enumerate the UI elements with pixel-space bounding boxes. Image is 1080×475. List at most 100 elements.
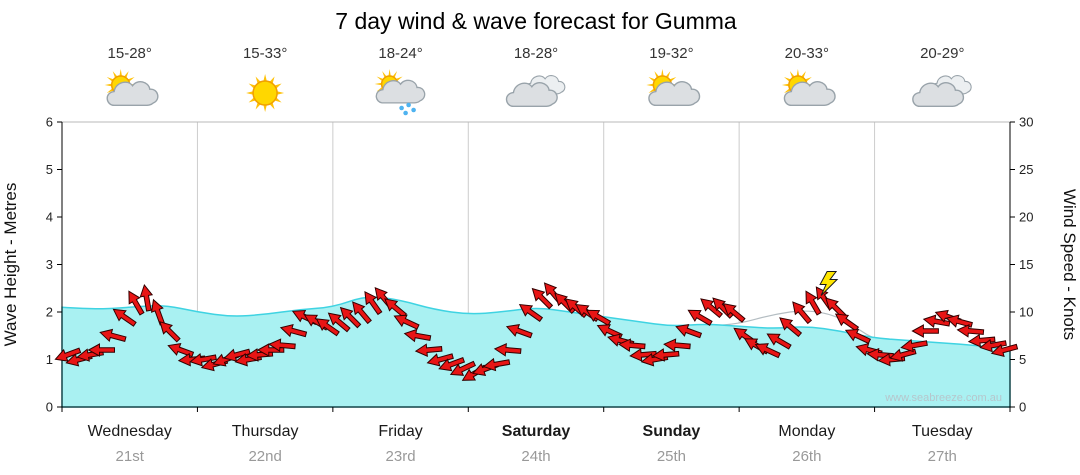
day-temp: 20-29° (920, 45, 964, 62)
sun-ray (396, 76, 403, 81)
sun-ray (269, 76, 275, 84)
sun-ray (388, 69, 391, 76)
wind-arrow (128, 290, 145, 316)
wind-arrow (805, 290, 822, 316)
wind-arrow (754, 343, 781, 359)
day-name: Wednesday (88, 423, 172, 440)
day-date: 23rd (386, 448, 416, 465)
left-axis-tick-label: 6 (46, 115, 53, 130)
right-axis-tick-label: 10 (1019, 305, 1033, 320)
wind-arrow (675, 324, 703, 339)
sun-ray (796, 69, 800, 76)
wind-arrow (779, 317, 803, 338)
wind-arrow (189, 353, 217, 367)
sun-icon (246, 74, 285, 112)
day-name: Saturday (502, 423, 571, 440)
wind-arrow (352, 301, 372, 325)
sun-ray (382, 71, 387, 78)
wind-arrow (585, 309, 612, 326)
sun-ray (104, 83, 112, 87)
sun-ray (666, 71, 671, 78)
wind-arrow (438, 357, 466, 372)
wind-arrow (967, 333, 996, 348)
wind-arrow (651, 348, 680, 362)
wind-arrow (700, 298, 724, 319)
sun-ray (374, 82, 382, 86)
cloudy-weather-icon (505, 75, 566, 108)
wind-arrow (825, 297, 847, 319)
sun-ray (805, 77, 812, 82)
wind-arrow (167, 343, 195, 358)
left-axis-tick-label: 4 (46, 210, 53, 225)
day-temp: 20-33° (785, 45, 829, 62)
day-name: Thursday (232, 423, 299, 440)
wind-arrow (99, 328, 127, 343)
sun-ray (106, 77, 114, 82)
wind-arrow (54, 347, 82, 362)
wind-arrow (531, 287, 554, 310)
cloud-icon (648, 81, 701, 107)
sun-ray (119, 69, 122, 76)
day-temp: 15-28° (108, 45, 152, 62)
wind-arrow (482, 357, 511, 372)
rain-weather-icon (374, 69, 426, 116)
left-axis-tick-label: 5 (46, 162, 53, 177)
sun-ray (275, 97, 282, 103)
wind-arrow (505, 324, 533, 339)
cloud-icon (912, 82, 965, 108)
day-date: 27th (928, 448, 957, 465)
rain-drop (399, 105, 404, 111)
wind-arrow (911, 324, 939, 338)
wind-arrow (834, 313, 860, 332)
partly-cloudy-weather-icon (646, 69, 701, 107)
wind-arrow (393, 314, 420, 330)
wind-arrow (159, 321, 181, 343)
cloud-icon (106, 81, 159, 107)
sun-ray (263, 105, 267, 112)
cloud-icon (783, 81, 836, 107)
day-date: 24th (521, 448, 550, 465)
wind-arrow (315, 318, 340, 337)
sun-ray (789, 71, 795, 78)
wind-arrow (449, 360, 477, 376)
sun-ray (269, 102, 275, 110)
watermark: www.seabreeze.com.au (884, 392, 1002, 404)
left-axis-tick-label: 0 (46, 400, 53, 415)
wind-arrow (339, 306, 362, 329)
sun-ray (661, 69, 664, 76)
wind-arrow (979, 338, 1007, 353)
day-date: 26th (792, 448, 821, 465)
wind-arrow (87, 343, 115, 357)
right-axis-tick-label: 20 (1019, 210, 1033, 225)
day-temp: 18-24° (378, 45, 422, 62)
day-name: Sunday (643, 423, 701, 440)
left-axis-tick-label: 1 (46, 352, 53, 367)
day-temp: 19-32° (649, 45, 693, 62)
sun-ray (277, 91, 285, 95)
wind-arrow (426, 353, 454, 367)
wind-arrows-layer (54, 271, 1019, 381)
wind-arrow (518, 303, 544, 323)
partly-cloudy-weather-icon (104, 69, 159, 107)
axes-layer: 0 1 2 3 4 5 6 0 5 10 15 20 25 30 (46, 115, 1034, 415)
storm-icon (819, 271, 839, 296)
wind-arrow (403, 328, 432, 343)
sun-ray (801, 71, 806, 78)
wind-arrow (268, 338, 296, 352)
left-axis-tick-label: 2 (46, 305, 53, 320)
sun-ray (248, 83, 256, 89)
day-temp: 18-28° (514, 45, 558, 62)
sun-ray (248, 97, 256, 103)
day-name: Tuesday (912, 423, 973, 440)
right-axis-tick-label: 25 (1019, 162, 1033, 177)
day-date: 25th (657, 448, 686, 465)
sun-ray (112, 71, 118, 78)
wind-arrow (629, 348, 657, 362)
sun-ray (646, 83, 653, 87)
wind-arrow (112, 308, 137, 327)
cloud-icon (505, 82, 558, 108)
sun-ray (376, 87, 383, 92)
day-date: 21st (116, 448, 145, 465)
